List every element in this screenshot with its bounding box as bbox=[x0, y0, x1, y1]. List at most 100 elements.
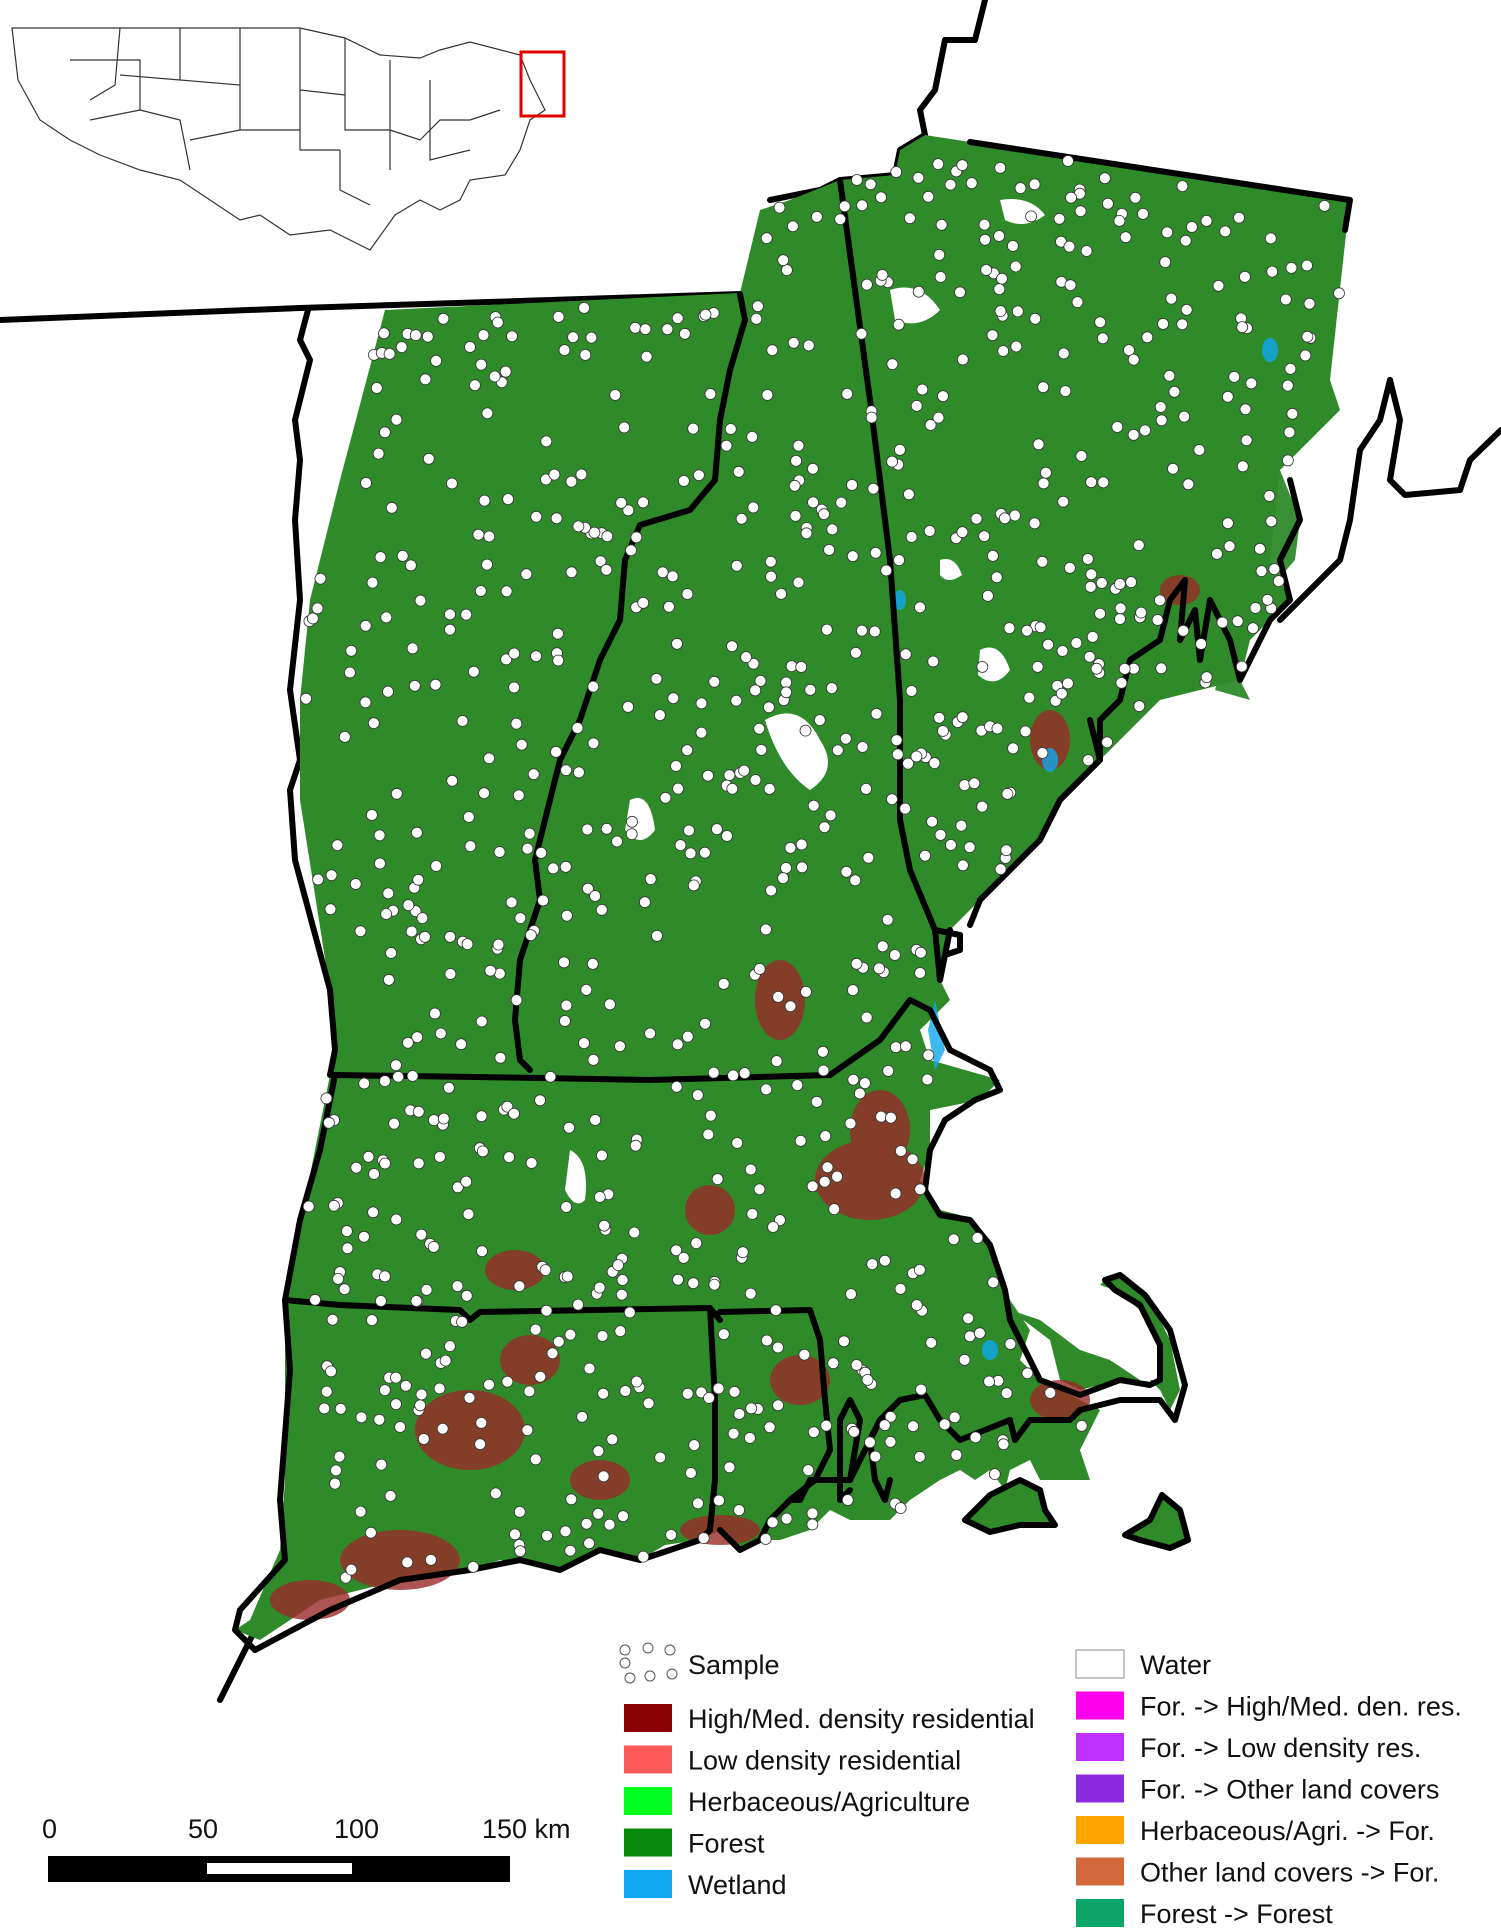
sample-point bbox=[699, 846, 711, 859]
sample-point bbox=[654, 1451, 667, 1464]
sample-point bbox=[802, 1464, 815, 1476]
sample-point bbox=[370, 382, 383, 394]
sample-point bbox=[411, 1031, 424, 1044]
sample-point bbox=[671, 312, 684, 325]
sample-point bbox=[345, 644, 358, 657]
land-north bbox=[235, 135, 1350, 1640]
sample-point bbox=[1031, 661, 1044, 673]
sample-point bbox=[915, 946, 927, 959]
sample-point bbox=[1042, 638, 1054, 651]
sample-point bbox=[784, 1000, 797, 1013]
sample-point bbox=[630, 1375, 643, 1388]
land-nantucket bbox=[1125, 1495, 1185, 1545]
sample-point bbox=[579, 348, 592, 361]
sample-point bbox=[1284, 362, 1297, 375]
sample-point bbox=[993, 283, 1006, 296]
sample-point bbox=[912, 285, 925, 298]
sample-point bbox=[855, 327, 868, 340]
sample-point bbox=[666, 570, 679, 583]
sample-point bbox=[427, 1114, 440, 1126]
sample-point bbox=[1133, 700, 1146, 712]
sample-point bbox=[761, 389, 774, 401]
sample-point bbox=[415, 1388, 428, 1401]
sample-point bbox=[373, 857, 386, 870]
sample-point bbox=[802, 339, 815, 352]
sample-point bbox=[558, 344, 571, 357]
scale-tick-150: 150 km bbox=[482, 1814, 571, 1844]
sample-point bbox=[322, 1116, 335, 1129]
sample-point bbox=[437, 312, 450, 325]
sample-point bbox=[979, 233, 991, 246]
sample-point bbox=[439, 1354, 452, 1367]
sample-point bbox=[460, 608, 473, 621]
sample-point bbox=[950, 1449, 963, 1461]
sample-point bbox=[1163, 369, 1176, 382]
sample-point bbox=[355, 1411, 368, 1424]
sample-point bbox=[910, 750, 923, 763]
sample-point bbox=[1272, 575, 1285, 587]
sample-point bbox=[1034, 621, 1047, 634]
sample-point bbox=[886, 358, 899, 371]
sample-point bbox=[389, 1371, 402, 1384]
sample-point bbox=[846, 479, 858, 491]
sample-point bbox=[923, 525, 936, 537]
sample-point bbox=[1111, 421, 1124, 433]
sample-point bbox=[996, 272, 1008, 285]
sample-point bbox=[838, 200, 851, 213]
sample-point bbox=[1113, 214, 1126, 227]
sample-point bbox=[1233, 211, 1245, 224]
sample-point bbox=[1009, 260, 1022, 273]
sample-point bbox=[593, 1281, 606, 1294]
sample-point bbox=[625, 544, 637, 557]
sample-point bbox=[991, 722, 1004, 735]
sample-point bbox=[1239, 403, 1252, 416]
sample-point bbox=[684, 847, 697, 860]
sample-point bbox=[678, 327, 691, 340]
sample-point bbox=[884, 1435, 897, 1448]
sample-point bbox=[740, 651, 752, 663]
sample-point bbox=[430, 354, 443, 367]
sample-point bbox=[787, 220, 799, 233]
sample-point bbox=[695, 697, 708, 710]
sample-point bbox=[925, 1336, 938, 1349]
sample-point bbox=[1261, 593, 1274, 606]
sample-point bbox=[1094, 607, 1106, 620]
sample-point bbox=[1245, 377, 1258, 390]
sample-point bbox=[401, 1036, 414, 1049]
sample-point bbox=[460, 1289, 473, 1302]
sample-point bbox=[738, 764, 750, 777]
sample-point bbox=[807, 1426, 820, 1439]
sample-point bbox=[772, 1399, 784, 1412]
sample-point bbox=[890, 166, 903, 178]
sample-point bbox=[433, 1151, 446, 1163]
sample-point bbox=[418, 931, 431, 943]
sample-point bbox=[697, 1532, 710, 1544]
sample-point bbox=[849, 646, 862, 659]
sample-point bbox=[755, 744, 768, 756]
sample-point bbox=[614, 1325, 627, 1337]
sample-point bbox=[1044, 1387, 1057, 1399]
sample-point bbox=[825, 682, 838, 694]
sample-point bbox=[703, 1392, 715, 1404]
sample-point bbox=[1114, 578, 1126, 590]
sample-point bbox=[535, 847, 548, 859]
sample-point bbox=[1266, 265, 1279, 278]
sample-point bbox=[639, 896, 651, 909]
legend: Sample High/Med. density residential Low … bbox=[619, 1642, 1462, 1928]
sample-point bbox=[601, 530, 614, 543]
legend-left-label-1: Low density residential bbox=[688, 1746, 961, 1776]
sample-point bbox=[856, 741, 869, 753]
sample-point bbox=[798, 1348, 811, 1361]
sample-point bbox=[359, 619, 372, 632]
sample-point bbox=[831, 1170, 843, 1183]
sample-point bbox=[869, 1450, 882, 1463]
sample-point bbox=[414, 594, 427, 607]
sample-point bbox=[390, 413, 403, 426]
sample-point bbox=[368, 1168, 381, 1180]
sample-point bbox=[600, 563, 613, 576]
sample-point bbox=[530, 650, 542, 663]
sample-point bbox=[379, 1157, 391, 1170]
sample-point bbox=[699, 1017, 711, 1030]
sample-point bbox=[853, 1087, 866, 1100]
sample-point bbox=[1186, 221, 1198, 233]
